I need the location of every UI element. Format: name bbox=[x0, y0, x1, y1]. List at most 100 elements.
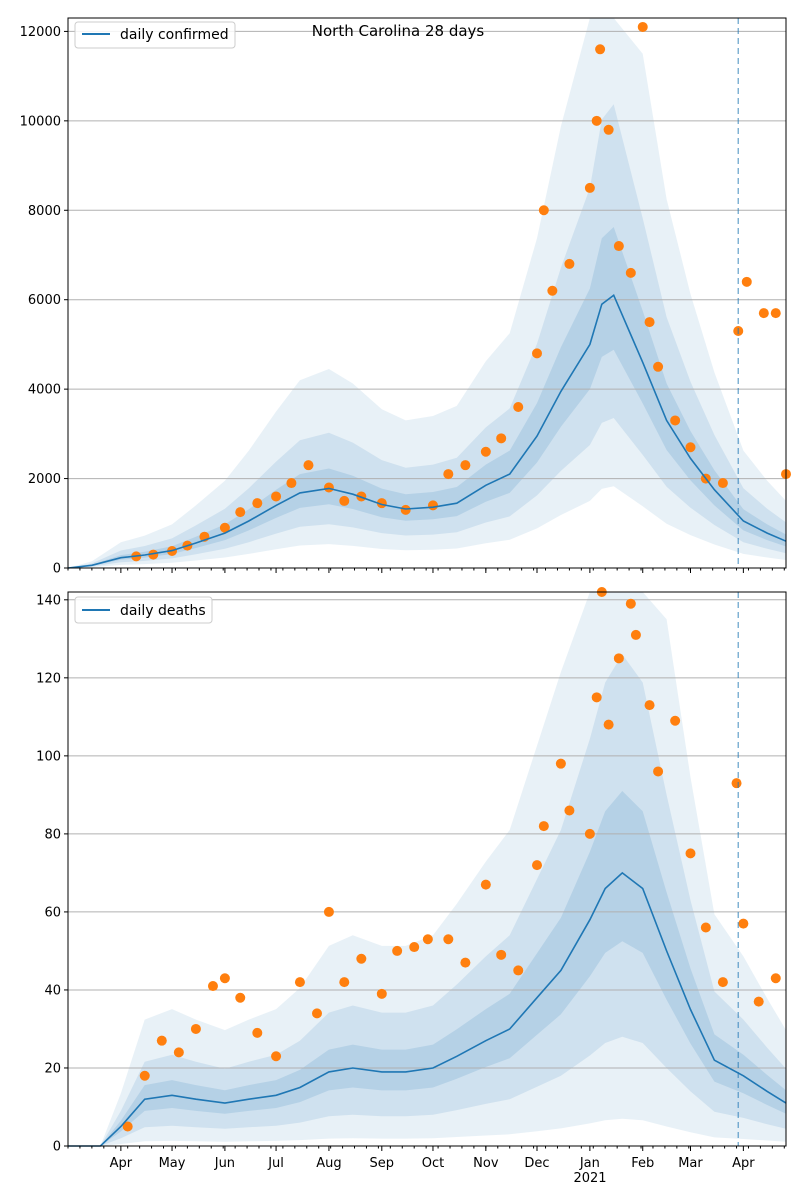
y-tick-label: 120 bbox=[36, 671, 61, 686]
observed-point bbox=[532, 348, 543, 359]
confirmed-uncertainty-bands bbox=[68, 18, 786, 569]
observed-point bbox=[400, 504, 411, 515]
y-tick-label: 8000 bbox=[28, 204, 61, 219]
observed-point bbox=[339, 495, 350, 506]
observed-point bbox=[685, 848, 696, 859]
deaths-legend: daily deaths bbox=[74, 596, 213, 624]
observed-point bbox=[625, 598, 636, 609]
observed-point bbox=[422, 934, 433, 945]
deaths-observed-points bbox=[122, 587, 781, 1132]
observed-point bbox=[770, 308, 781, 319]
observed-point bbox=[538, 821, 549, 832]
y-tick-label: 80 bbox=[44, 827, 61, 842]
observed-point bbox=[513, 965, 524, 976]
observed-point bbox=[496, 949, 507, 960]
observed-point bbox=[409, 942, 420, 953]
observed-point bbox=[443, 469, 454, 480]
observed-point bbox=[480, 446, 491, 457]
x-tick-label: Mar bbox=[678, 1156, 703, 1171]
observed-point bbox=[392, 945, 403, 956]
observed-point bbox=[339, 977, 350, 988]
y-tick-label: 140 bbox=[36, 593, 61, 608]
observed-point bbox=[286, 478, 297, 489]
deaths-y-axis: 0 20 40 60 80 100 120 140 bbox=[36, 593, 68, 1155]
band-outer bbox=[68, 18, 786, 568]
deaths-gridlines bbox=[68, 599, 786, 1147]
observed-point bbox=[564, 805, 575, 816]
x-tick-label: Jun bbox=[214, 1156, 235, 1171]
y-tick-label: 12000 bbox=[20, 25, 61, 40]
deaths-x-axis: Apr May Jun Jul Aug Sep Oct Nov Dec Jan Feb Mar Apr bbox=[67, 1146, 785, 1171]
band-outer bbox=[68, 592, 786, 1146]
observed-point bbox=[591, 692, 602, 703]
observed-point bbox=[303, 460, 314, 471]
x-tick-label: Nov bbox=[473, 1156, 499, 1171]
observed-point bbox=[496, 433, 507, 444]
legend-label: daily deaths bbox=[120, 603, 206, 619]
confirmed-x-axis bbox=[67, 568, 785, 573]
observed-point bbox=[427, 500, 438, 511]
observed-point bbox=[219, 522, 230, 533]
y-tick-label: 100 bbox=[36, 749, 61, 764]
observed-point bbox=[235, 992, 246, 1003]
observed-point bbox=[738, 918, 749, 929]
observed-point bbox=[625, 267, 636, 278]
x-axis-year-label: 2021 bbox=[573, 1171, 606, 1186]
x-tick-label: May bbox=[159, 1156, 186, 1171]
observed-point bbox=[513, 402, 524, 413]
confirmed-panel: 0 2000 4000 6000 8000 10000 12000 daily confir… bbox=[20, 17, 791, 577]
observed-point bbox=[555, 758, 566, 769]
observed-point bbox=[700, 922, 711, 933]
observed-point bbox=[584, 828, 595, 839]
observed-point bbox=[758, 308, 769, 319]
y-tick-label: 10000 bbox=[20, 114, 61, 129]
observed-point bbox=[356, 953, 367, 964]
observed-point bbox=[670, 715, 681, 726]
band-middle bbox=[68, 104, 786, 569]
x-tick-label: Aug bbox=[316, 1156, 341, 1171]
x-tick-label: Oct bbox=[422, 1156, 444, 1171]
observed-point bbox=[613, 653, 624, 664]
observed-point bbox=[630, 629, 641, 640]
observed-point bbox=[271, 1051, 282, 1062]
y-tick-label: 0 bbox=[53, 562, 61, 577]
observed-point bbox=[376, 988, 387, 999]
observed-point bbox=[603, 124, 614, 135]
observed-point bbox=[323, 906, 334, 917]
deaths-panel: 0 20 40 60 80 100 120 140 Apr May Jun Jul Aug Sep Oct… bbox=[36, 587, 787, 1186]
observed-point bbox=[323, 482, 334, 493]
y-tick-label: 4000 bbox=[28, 383, 61, 398]
observed-point bbox=[207, 981, 218, 992]
observed-point bbox=[753, 996, 764, 1007]
confirmed-y-axis: 0 2000 4000 6000 8000 10000 12000 bbox=[20, 25, 68, 577]
band-middle bbox=[68, 654, 786, 1146]
y-tick-label: 60 bbox=[44, 905, 61, 920]
observed-point bbox=[670, 415, 681, 426]
observed-point bbox=[460, 957, 471, 968]
observed-point bbox=[532, 860, 543, 871]
observed-point bbox=[538, 205, 549, 216]
observed-point bbox=[156, 1035, 167, 1046]
observed-point bbox=[685, 442, 696, 453]
x-tick-label: Sep bbox=[370, 1156, 395, 1171]
observed-point bbox=[139, 1070, 150, 1081]
x-tick-label: Dec bbox=[524, 1156, 549, 1171]
observed-point bbox=[595, 44, 606, 55]
observed-point bbox=[480, 879, 491, 890]
legend-label: daily confirmed bbox=[120, 27, 229, 43]
observed-point bbox=[271, 491, 282, 502]
chart-title: North Carolina 28 days bbox=[312, 22, 485, 40]
observed-point bbox=[717, 478, 728, 489]
observed-point bbox=[122, 1121, 133, 1132]
observed-point bbox=[770, 973, 781, 984]
y-tick-label: 2000 bbox=[28, 472, 61, 487]
y-tick-label: 0 bbox=[53, 1140, 61, 1155]
observed-point bbox=[653, 766, 664, 777]
deaths-model-line bbox=[68, 871, 787, 1147]
band-inner bbox=[68, 227, 786, 568]
observed-point bbox=[731, 778, 742, 789]
legend-box bbox=[74, 21, 236, 49]
deaths-axes-frame bbox=[67, 591, 787, 1147]
x-tick-label: Jan bbox=[579, 1156, 600, 1171]
